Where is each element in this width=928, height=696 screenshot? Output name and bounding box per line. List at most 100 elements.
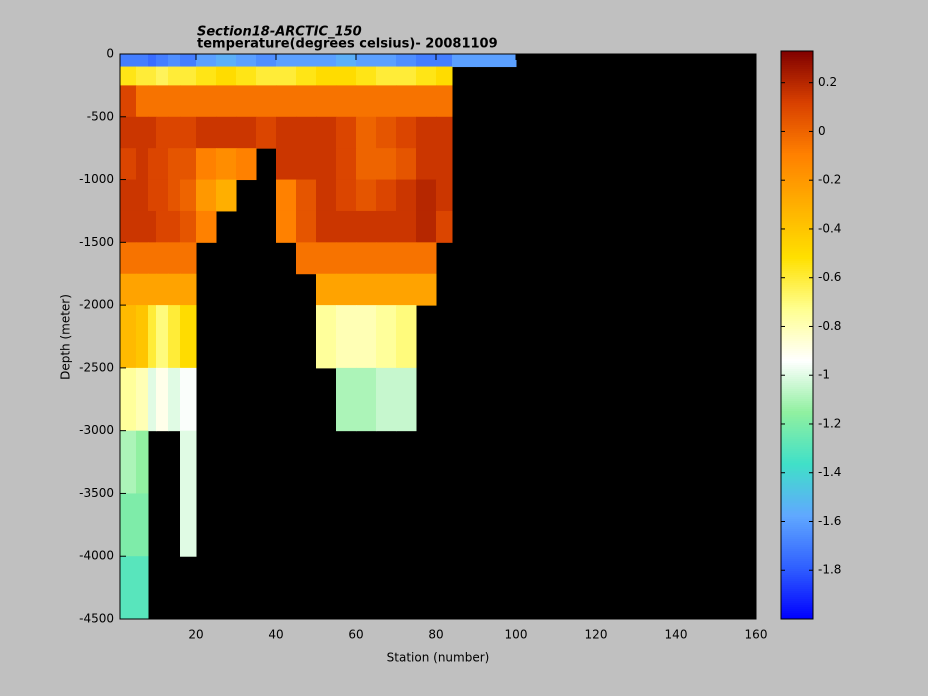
heatmap-cell: [436, 54, 453, 68]
heatmap-cell: [120, 242, 137, 275]
colorbar-swatch: [781, 353, 813, 356]
heatmap-cell: [356, 54, 377, 68]
y-tick-label: -1500: [79, 235, 114, 249]
colorbar-swatch: [781, 377, 813, 380]
heatmap-cell: [180, 305, 197, 369]
colorbar-swatch: [781, 59, 813, 62]
colorbar-swatch: [781, 509, 813, 512]
colorbar-tick-label: 0.2: [818, 75, 837, 89]
colorbar-swatch: [781, 279, 813, 282]
colorbar-swatch: [781, 237, 813, 240]
colorbar-swatch: [781, 221, 813, 224]
colorbar-swatch: [781, 431, 813, 434]
colorbar-swatch: [781, 335, 813, 338]
colorbar-swatch: [781, 561, 813, 564]
heatmap-cell: [416, 273, 437, 306]
colorbar-swatch: [781, 101, 813, 104]
colorbar-swatch: [781, 205, 813, 208]
colorbar-swatch: [781, 593, 813, 596]
heatmap-cell: [180, 116, 197, 149]
heatmap-cell: [136, 367, 149, 432]
heatmap-cell: [256, 85, 277, 118]
heatmap-cell: [120, 148, 137, 181]
colorbar-swatch: [781, 597, 813, 600]
heatmap-cell: [276, 148, 297, 181]
colorbar-swatch: [781, 173, 813, 176]
heatmap-cell: [376, 148, 397, 181]
heatmap-cell: [120, 305, 137, 369]
colorbar-swatch: [781, 391, 813, 394]
heatmap-cell: [376, 66, 397, 86]
colorbar-swatch: [781, 355, 813, 358]
colorbar-swatch: [781, 387, 813, 390]
heatmap-cell: [316, 85, 337, 118]
colorbar-swatch: [781, 193, 813, 196]
heatmap-cell: [136, 556, 149, 620]
colorbar-swatch: [781, 585, 813, 588]
colorbar-swatch: [781, 229, 813, 232]
colorbar-swatch: [781, 243, 813, 246]
colorbar-swatch: [781, 455, 813, 458]
heatmap-cell: [336, 367, 357, 432]
heatmap-cell: [336, 273, 357, 306]
colorbar-swatch: [781, 451, 813, 454]
colorbar-swatch: [781, 459, 813, 462]
heatmap-cell: [416, 54, 437, 68]
colorbar-swatch: [781, 419, 813, 422]
colorbar-tick-label: -0.2: [818, 173, 841, 187]
colorbar-swatch: [781, 301, 813, 304]
colorbar-swatch: [781, 175, 813, 178]
colorbar-swatch: [781, 87, 813, 90]
colorbar-swatch: [781, 191, 813, 194]
heatmap-cell: [168, 66, 181, 86]
y-axis-label: Depth (meter): [59, 294, 73, 380]
colorbar-swatch: [781, 325, 813, 328]
colorbar-frame: [780, 50, 814, 620]
colorbar-swatch: [781, 249, 813, 252]
colorbar-swatch: [781, 297, 813, 300]
heatmap-cell: [396, 273, 417, 306]
heatmap-cell: [196, 179, 217, 212]
heatmap-cell: [376, 179, 397, 212]
heatmap-cell: [376, 242, 397, 275]
heatmap-cell: [336, 179, 357, 212]
heatmap-cell: [180, 85, 197, 118]
heatmap-cell: [276, 54, 297, 68]
colorbar-swatch: [781, 283, 813, 286]
colorbar-swatch: [781, 293, 813, 296]
colorbar-swatch: [781, 139, 813, 142]
colorbar-swatch: [781, 429, 813, 432]
colorbar-swatch: [781, 469, 813, 472]
heatmap-cell: [120, 493, 137, 557]
heatmap-cell: [148, 148, 157, 181]
colorbar-swatch: [781, 85, 813, 88]
heatmap-cell: [156, 85, 169, 118]
colorbar-swatch: [781, 115, 813, 118]
colorbar-swatch: [781, 201, 813, 204]
colorbar-swatch: [781, 513, 813, 516]
colorbar-swatch: [781, 405, 813, 408]
colorbar-swatch: [781, 51, 813, 54]
colorbar-tick-label: -1.4: [818, 465, 841, 479]
colorbar-swatch: [781, 245, 813, 248]
heatmap-cell: [156, 66, 169, 86]
colorbar-swatch: [781, 219, 813, 222]
heatmap-cell: [156, 273, 169, 306]
heatmap-cell: [168, 210, 181, 243]
colorbar-swatch: [781, 291, 813, 294]
heatmap-cell: [416, 148, 437, 181]
heatmap-cell: [136, 242, 149, 275]
heatmap-cell: [436, 179, 453, 212]
colorbar-swatch: [781, 547, 813, 550]
colorbar-swatch: [781, 309, 813, 312]
colorbar-swatch: [781, 67, 813, 70]
x-tick-label: 140: [665, 628, 688, 642]
colorbar-swatch: [781, 577, 813, 580]
chart-title: Section18-ARCTIC_150: [197, 25, 362, 40]
colorbar-swatch: [781, 149, 813, 152]
heatmap-cell: [256, 116, 277, 149]
colorbar-swatch: [781, 235, 813, 238]
colorbar-swatch: [781, 321, 813, 324]
heatmap-cell: [168, 273, 181, 306]
colorbar-swatch: [781, 449, 813, 452]
